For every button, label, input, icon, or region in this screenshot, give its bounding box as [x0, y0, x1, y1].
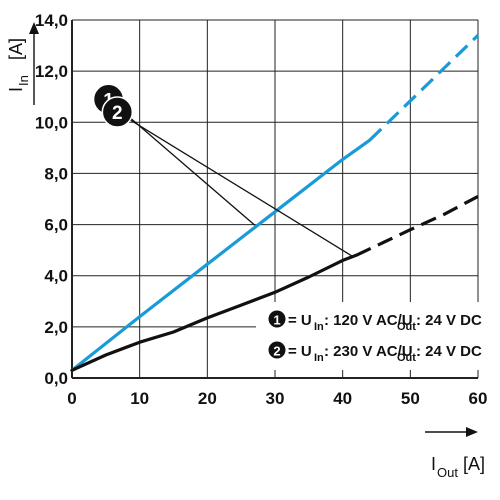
legend-2-post: : 24 V DC: [416, 343, 482, 360]
x-axis-label: I: [431, 454, 436, 474]
x-axis-title: I Out [A]: [425, 427, 485, 480]
x-tick-label: 30: [266, 389, 285, 408]
legend-1-pre: = U: [288, 312, 312, 329]
legend-entry-1: 1 = U In : 120 V AC/U Out : 24 V DC: [268, 310, 482, 333]
x-axis-label-sub: Out: [437, 465, 458, 480]
y-tick-label: 0,0: [44, 369, 68, 388]
y-axis-label-sub: In: [16, 75, 31, 86]
x-axis-arrow-head: [466, 427, 478, 437]
x-tick-label: 10: [130, 389, 149, 408]
y-tick-label: 2,0: [44, 318, 68, 337]
grid: [71, 19, 479, 379]
series-2-solid-line: [70, 253, 358, 372]
legend-entry-2: 2 = U In : 230 V AC/U Out : 24 V DC: [268, 341, 482, 364]
x-tick-label: 40: [333, 389, 352, 408]
series-2-badge-label: 2: [112, 103, 123, 124]
legend-2-pre: = U: [288, 343, 312, 360]
curve-annotations: 12: [92, 83, 354, 258]
legend-2-sub-in: In: [314, 352, 324, 364]
legend-1-mid: : 120 V AC/U: [324, 312, 413, 329]
legend-badge-2-label: 2: [273, 344, 280, 359]
x-tick-label: 60: [469, 389, 488, 408]
series-2-dashed-line: [355, 194, 479, 257]
legend: 1 = U In : 120 V AC/U Out : 24 V DC 2 = …: [256, 302, 482, 370]
x-axis-unit: [A]: [463, 454, 485, 474]
y-axis-arrow-head: [29, 22, 39, 34]
series-layer: [70, 34, 480, 372]
y-axis-unit: [A]: [6, 38, 26, 60]
series-1-dashed-line: [368, 34, 480, 142]
y-axis-label: I: [6, 87, 26, 92]
legend-1-sub-out: Out: [397, 321, 416, 333]
legend-badge-1-label: 1: [273, 313, 280, 328]
legend-1-sub-in: In: [314, 321, 324, 333]
series-1-solid-line: [70, 138, 372, 372]
legend-1-post: : 24 V DC: [416, 312, 482, 329]
y-axis-title: I In [A]: [6, 22, 39, 105]
legend-2-mid: : 230 V AC/U: [324, 343, 413, 360]
legend-2-sub-out: Out: [397, 352, 416, 364]
tick-labels: 0 10 20 30 40 50 60 0,0 2,0 4,0 6,0 8,0 10,0 12,0 14,0: [35, 11, 488, 408]
legend-badge-1: [268, 310, 286, 328]
series-1-leader-line: [108, 98, 256, 226]
x-tick-label: 0: [67, 389, 76, 408]
series-2-badge: [101, 96, 134, 128]
series-2-leader-line: [116, 111, 354, 258]
x-tick-label: 50: [401, 389, 420, 408]
y-tick-label: 4,0: [44, 267, 68, 286]
legend-badge-2: [268, 341, 286, 359]
y-tick-label: 10,0: [35, 113, 68, 132]
y-tick-label: 12,0: [35, 62, 68, 81]
y-tick-label: 8,0: [44, 164, 68, 183]
y-tick-label: 14,0: [35, 11, 68, 30]
x-tick-label: 20: [198, 389, 217, 408]
y-tick-label: 6,0: [44, 216, 68, 235]
legend-box: [256, 302, 480, 370]
